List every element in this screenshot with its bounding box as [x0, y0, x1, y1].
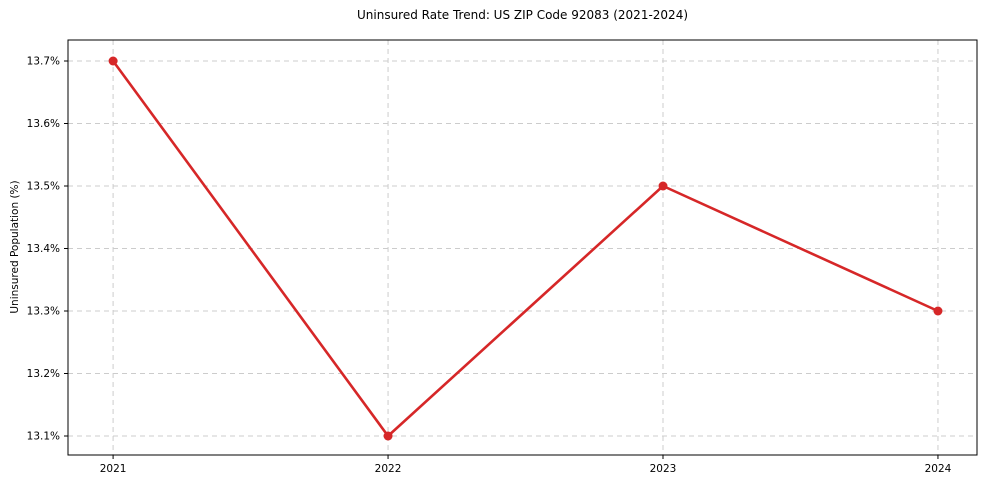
plot-border	[67, 39, 978, 456]
y-tick-label: 13.5%	[27, 181, 60, 193]
y-tick-label: 13.4%	[27, 243, 60, 255]
chart-title: Uninsured Rate Trend: US ZIP Code 92083 …	[356, 8, 689, 22]
x-tick-label: 2022	[375, 463, 402, 475]
data-point-marker	[108, 56, 118, 66]
trend-line	[111, 59, 940, 438]
data-point-marker	[383, 431, 393, 441]
y-tick-label: 13.6%	[27, 118, 60, 130]
data-point-marker	[658, 181, 668, 191]
x-tick-label: 2023	[650, 463, 677, 475]
y-tick-label: 13.3%	[27, 306, 60, 318]
data-point-marker	[933, 306, 943, 316]
x-tick-label: 2021	[100, 463, 127, 475]
y-tick-label: 13.1%	[27, 431, 60, 443]
x-tick-label: 2024	[925, 463, 952, 475]
y-tick-label: 13.7%	[27, 56, 60, 68]
y-tick-label: 13.2%	[27, 368, 60, 380]
